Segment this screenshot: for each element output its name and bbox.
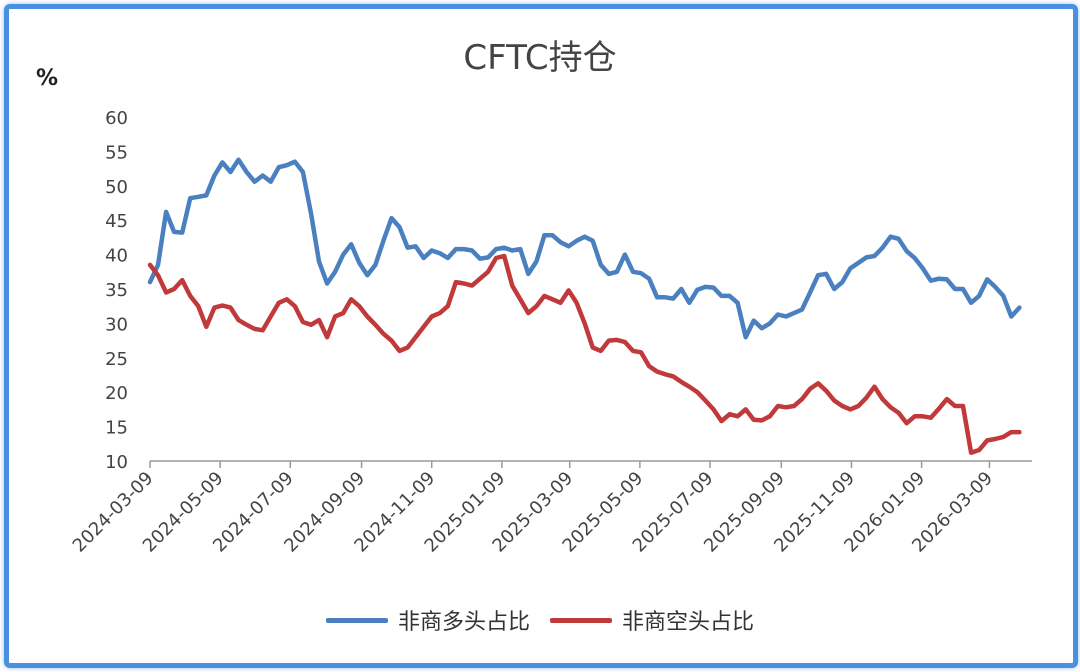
y-tick-label: 15 (105, 418, 128, 439)
series-line-short (147, 253, 1022, 455)
chart-title: CFTC持仓 (463, 38, 617, 78)
y-tick-label: 50 (105, 177, 128, 198)
legend-label-long: 非商多头占比 (397, 610, 530, 635)
y-tick-label: 30 (105, 314, 128, 335)
y-tick-label: 45 (105, 211, 128, 232)
y-tick-label: 10 (105, 452, 128, 473)
y-tick-label: 20 (105, 383, 128, 404)
legend-label-short: 非商空头占比 (622, 610, 755, 635)
legend-item-short: 非商空头占比 (550, 604, 754, 636)
chart-frame (4, 4, 1078, 668)
y-tick-label: 55 (105, 142, 128, 163)
y-tick-label: 25 (105, 349, 128, 370)
y-tick-label: 35 (105, 280, 128, 301)
legend-swatch-long (325, 617, 388, 623)
chart-legend: 非商多头占比 非商空头占比 (0, 604, 1080, 636)
legend-swatch-short (550, 617, 612, 623)
y-tick-label: 40 (105, 246, 128, 267)
y-axis-unit-label: % (36, 66, 59, 91)
y-tick-label: 60 (105, 108, 128, 129)
series-line-long (147, 157, 1022, 340)
legend-item-long: 非商多头占比 (325, 604, 530, 636)
